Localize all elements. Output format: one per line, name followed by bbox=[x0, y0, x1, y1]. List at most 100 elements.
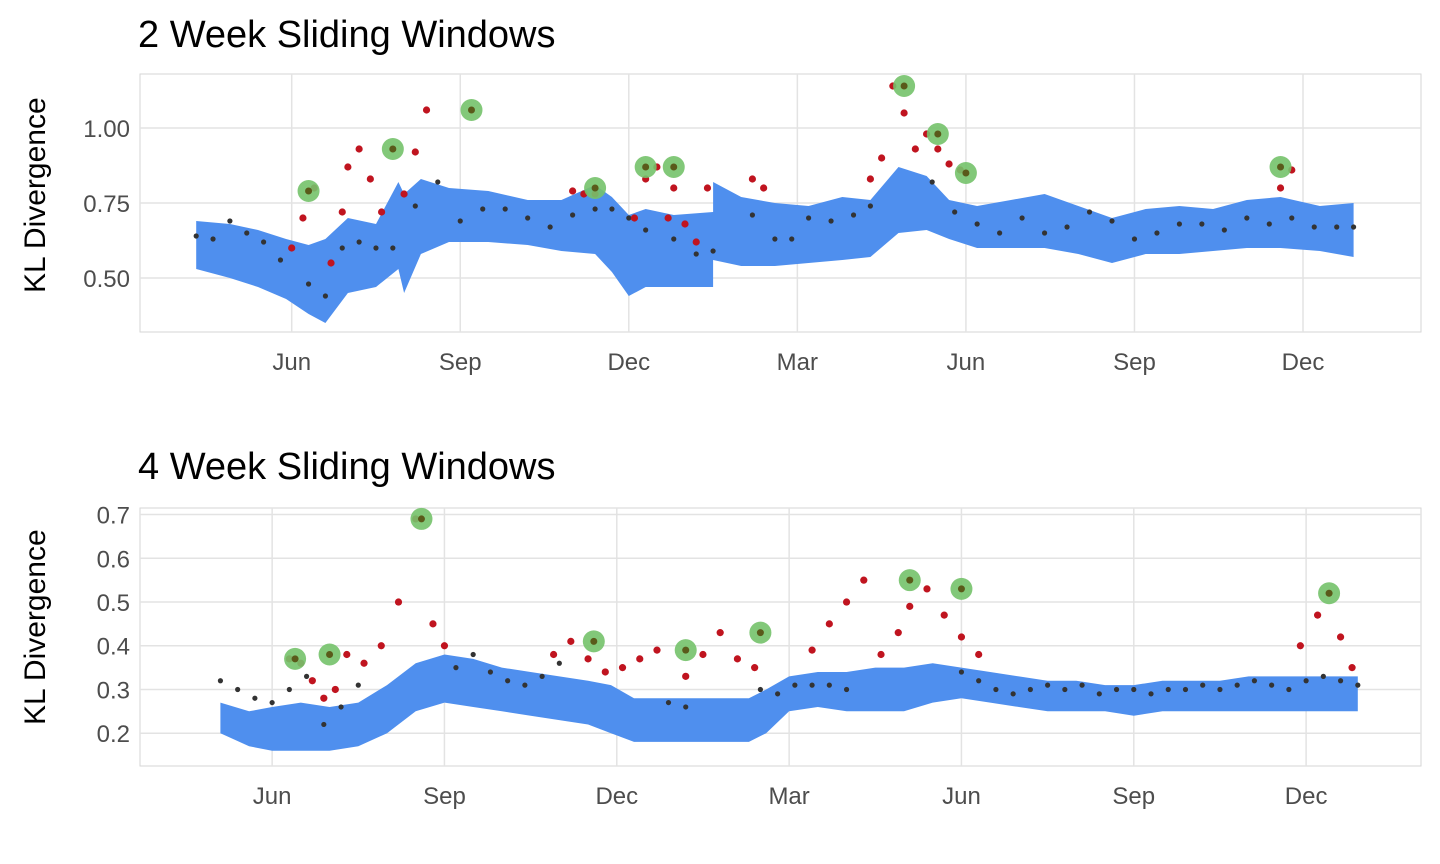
x-tick-label: Jun bbox=[272, 349, 311, 376]
normal-point bbox=[1154, 230, 1160, 236]
x-tick-label: Sep bbox=[439, 349, 482, 376]
peak-marker-core bbox=[934, 130, 942, 138]
normal-point bbox=[1286, 686, 1292, 693]
normal-point bbox=[539, 673, 545, 679]
anomaly-point bbox=[429, 620, 437, 628]
normal-point bbox=[1217, 686, 1223, 693]
y-tick-label: 0.5 bbox=[97, 590, 130, 617]
anomaly-point bbox=[1296, 642, 1304, 650]
expected-range-band bbox=[196, 167, 1354, 323]
anomaly-point bbox=[699, 650, 707, 659]
peak-marker-core bbox=[467, 106, 475, 114]
normal-point bbox=[373, 245, 379, 251]
normal-point bbox=[1266, 221, 1272, 227]
normal-point bbox=[235, 686, 241, 693]
anomaly-point bbox=[331, 685, 339, 694]
anomaly-point bbox=[825, 620, 833, 628]
normal-point bbox=[772, 236, 778, 242]
anomaly-point bbox=[320, 694, 328, 702]
peak-marker-core bbox=[591, 184, 599, 192]
chart-plot-2-week: 0.50 0.75 1.00 Jun Sep Dec Mar Jun Sep Dec bbox=[83, 73, 1422, 376]
normal-point bbox=[277, 257, 284, 263]
normal-point bbox=[976, 678, 982, 684]
normal-point bbox=[1165, 686, 1171, 693]
anomaly-point bbox=[366, 175, 374, 183]
anomaly-point bbox=[733, 655, 742, 663]
normal-point bbox=[338, 704, 344, 710]
anomaly-point bbox=[760, 184, 768, 192]
y-tick-label: 0.2 bbox=[97, 721, 130, 748]
chart-title: 2 Week Sliding Windows bbox=[138, 14, 556, 56]
x-tick-label: Dec bbox=[595, 783, 638, 810]
anomaly-point bbox=[945, 160, 953, 168]
anomaly-point bbox=[308, 677, 316, 685]
anomaly-point bbox=[338, 208, 346, 216]
x-tick-label: Sep bbox=[1113, 349, 1156, 376]
normal-point bbox=[693, 251, 699, 257]
anomaly-point bbox=[355, 145, 363, 153]
anomaly-point bbox=[1348, 664, 1356, 672]
normal-point bbox=[805, 215, 812, 221]
anomaly-point bbox=[636, 655, 644, 663]
normal-point bbox=[1096, 691, 1102, 697]
normal-point bbox=[1045, 682, 1051, 688]
normal-point bbox=[435, 179, 441, 185]
x-tick-label: Sep bbox=[1112, 783, 1155, 810]
normal-point bbox=[1148, 691, 1154, 697]
normal-point bbox=[1064, 224, 1070, 230]
anomaly-point bbox=[630, 214, 639, 222]
anomaly-point bbox=[842, 598, 851, 606]
normal-point bbox=[828, 218, 834, 224]
normal-point bbox=[457, 218, 463, 224]
normal-point bbox=[665, 699, 672, 706]
anomaly-point bbox=[716, 629, 724, 637]
normal-point bbox=[1200, 682, 1206, 688]
normal-point bbox=[1182, 686, 1189, 693]
anomaly-point bbox=[394, 598, 403, 606]
normal-point bbox=[749, 212, 756, 218]
anomaly-point bbox=[377, 208, 386, 216]
normal-point bbox=[974, 221, 980, 227]
x-tick-label: Sep bbox=[423, 783, 466, 810]
anomaly-point bbox=[653, 646, 661, 654]
anomaly-point bbox=[601, 668, 609, 676]
peak-marker-core bbox=[590, 637, 598, 645]
anomaly-point bbox=[344, 163, 352, 171]
normal-point bbox=[261, 239, 267, 245]
anomaly-point bbox=[1276, 184, 1285, 192]
normal-point bbox=[1269, 682, 1275, 688]
normal-point bbox=[470, 651, 476, 658]
normal-point bbox=[826, 682, 832, 688]
anomaly-point bbox=[681, 220, 689, 228]
anomaly-point bbox=[569, 187, 577, 195]
chart-4-week: 4 Week Sliding Windows KL Divergence 0.2… bbox=[0, 432, 1440, 864]
anomaly-point bbox=[670, 184, 678, 192]
normal-point bbox=[592, 206, 598, 212]
normal-point bbox=[1244, 215, 1250, 221]
anomaly-point bbox=[940, 611, 948, 619]
anomaly-point bbox=[1336, 633, 1345, 641]
normal-point bbox=[502, 206, 508, 212]
normal-point bbox=[217, 678, 224, 684]
normal-point bbox=[1251, 678, 1258, 684]
normal-point bbox=[1176, 221, 1183, 227]
normal-point bbox=[339, 245, 345, 251]
anomaly-point bbox=[584, 655, 592, 663]
normal-point bbox=[570, 212, 576, 218]
x-tick-label: Mar bbox=[768, 783, 809, 810]
anomaly-point bbox=[975, 650, 983, 659]
anomaly-point bbox=[664, 214, 672, 222]
normal-point bbox=[356, 239, 362, 245]
normal-point bbox=[789, 236, 795, 242]
normal-point bbox=[1010, 691, 1016, 697]
normal-point bbox=[997, 230, 1003, 236]
anomaly-point bbox=[860, 576, 868, 584]
normal-point bbox=[952, 209, 958, 215]
anomaly-point bbox=[360, 659, 368, 667]
x-tick-label: Dec bbox=[1282, 349, 1325, 376]
normal-point bbox=[1109, 218, 1115, 224]
normal-point bbox=[1199, 221, 1205, 227]
peak-marker-core bbox=[900, 82, 908, 90]
anomaly-point bbox=[377, 642, 385, 650]
normal-point bbox=[1131, 686, 1137, 693]
